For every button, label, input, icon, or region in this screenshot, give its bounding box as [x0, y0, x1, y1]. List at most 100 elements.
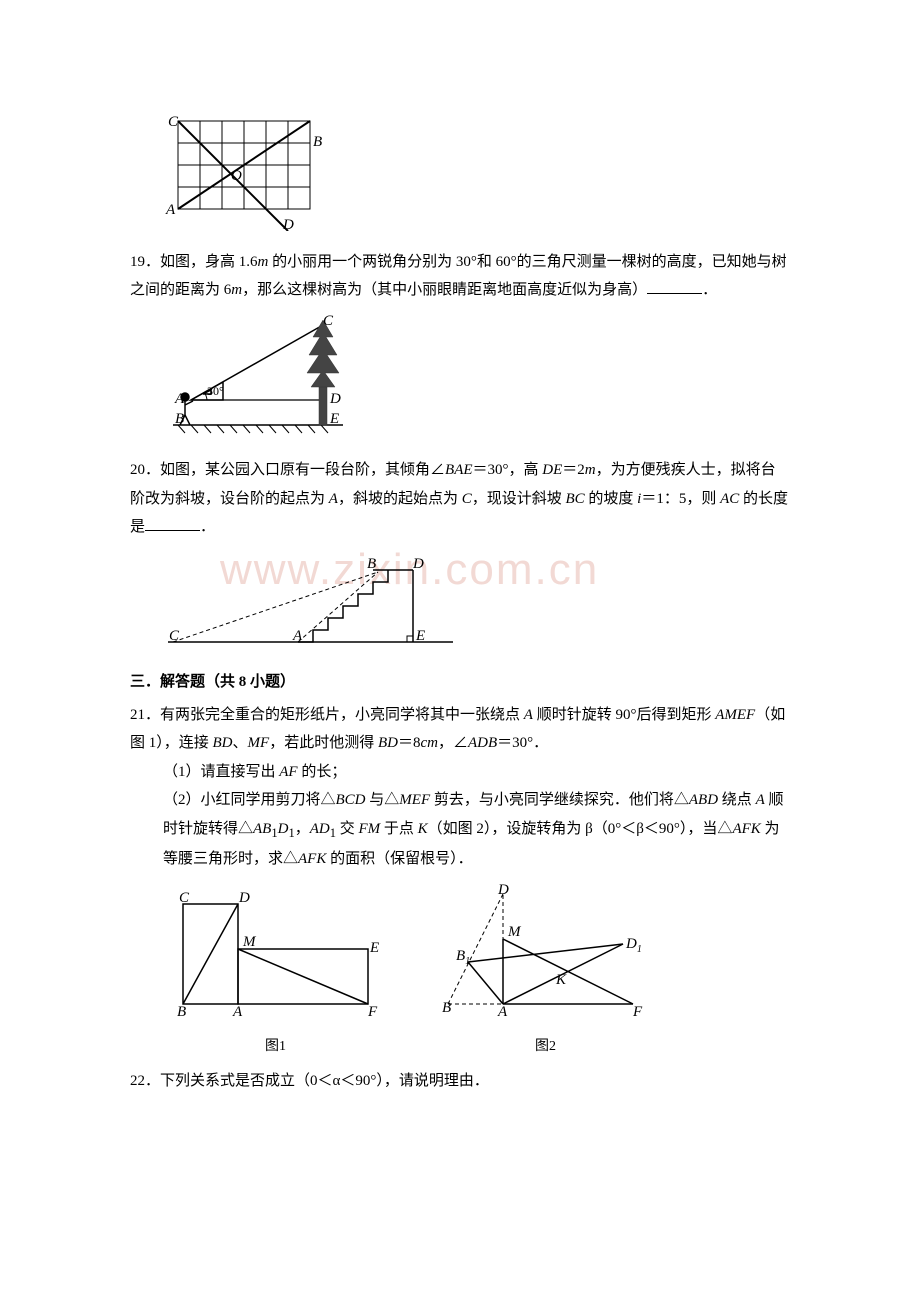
q21-p1b: 的长； [298, 764, 347, 780]
q21-MF: MF [248, 735, 270, 751]
q19-m1: m [258, 254, 269, 270]
q19-blank [647, 278, 702, 294]
q21-D1: D [278, 821, 289, 837]
q22-number: 22． [130, 1073, 160, 1089]
q21-AMEF: AMEF [715, 707, 755, 723]
q21-A2: A [756, 792, 765, 808]
q19-number: 19． [130, 254, 160, 270]
f1-F: F [367, 1004, 378, 1020]
q20-figure: C A B D E [163, 552, 790, 663]
q20-BAE: BAE [445, 462, 473, 478]
q19-m2: m [231, 282, 242, 298]
q20f-B: B [367, 556, 376, 572]
f2-A: A [497, 1004, 508, 1020]
q20-ta: 如图，某公园入口原有一段台阶，其倾角∠ [160, 462, 445, 478]
q20-m: m [585, 462, 596, 478]
q21-AD1: AD [310, 821, 330, 837]
q21-p2k: 的面积（保留根号）． [326, 851, 472, 867]
q21-p2i: （如图 2），设旋转角为 β（0°＜β＜90°），当△ [428, 821, 733, 837]
q20-tail: ． [200, 519, 215, 535]
q20f-D: D [412, 556, 424, 572]
q20-th: ＝1：5，则 [641, 491, 720, 507]
q19-A: A [174, 391, 185, 407]
q22-text: 下列关系式是否成立（0＜α＜90°），请说明理由． [160, 1073, 489, 1089]
q20f-C: C [169, 628, 180, 644]
f1-D: D [238, 890, 250, 906]
f1-M: M [242, 934, 257, 950]
q20-tb: ＝30°，高 [473, 462, 543, 478]
f2-M: M [507, 924, 522, 940]
fig2-caption: 图2 [428, 1034, 663, 1061]
q21-ADB: ADB [468, 735, 497, 751]
q21-AF: AF [279, 764, 297, 780]
label-C: C [168, 114, 179, 130]
q21-te: ＝8 [398, 735, 421, 751]
q20-A: A [329, 491, 338, 507]
q21-BD2: BD [378, 735, 398, 751]
label-B: B [313, 134, 322, 150]
q19-angle: 30° [207, 384, 224, 398]
q21-FM: FM [358, 821, 380, 837]
f1-C: C [179, 890, 190, 906]
q21-p2c: 剪去，与小亮同学继续探究．他们将△ [430, 792, 689, 808]
q21-p2b: 与△ [366, 792, 400, 808]
fig1-caption: 图1 [163, 1034, 388, 1061]
question-19: 19．如图，身高 1.6m 的小丽用一个两锐角分别为 30°和 60°的三角尺测… [130, 248, 790, 305]
q19-figure: 30° A B C D E [163, 315, 790, 451]
q21-fig2: D M B A F B1 D1 K 图2 [428, 884, 663, 1061]
f2-B1: B1 [456, 948, 470, 967]
q20-tf: ，现设计斜坡 [472, 491, 566, 507]
f2-F: F [632, 1004, 643, 1020]
q19-text-a: 如图，身高 1.6 [160, 254, 258, 270]
q20f-A: A [292, 628, 303, 644]
q20f-E: E [415, 628, 425, 644]
question-22: 22．下列关系式是否成立（0＜α＜90°），请说明理由． [130, 1067, 790, 1096]
f1-E: E [369, 940, 379, 956]
q20-number: 20． [130, 462, 160, 478]
q21-p2g: 交 [336, 821, 359, 837]
q20-DE: DE [542, 462, 562, 478]
q21-sep1: 、 [233, 735, 248, 751]
label-O: O [231, 168, 242, 184]
f2-K: K [555, 972, 567, 988]
q21-tb: 顺时针旋转 90°后得到矩形 [533, 707, 715, 723]
q21-figures: C D B A M E F 图1 [163, 884, 790, 1061]
f1-A: A [232, 1004, 243, 1020]
q21-MEF: MEF [399, 792, 430, 808]
q21-p2h: 于点 [380, 821, 418, 837]
question-21: 21．有两张完全重合的矩形纸片，小亮同学将其中一张绕点 A 顺时针旋转 90°后… [130, 701, 790, 874]
q21-number: 21． [130, 707, 160, 723]
q21-tf: ，∠ [438, 735, 468, 751]
q20-BC: BC [565, 491, 584, 507]
label-A: A [165, 202, 176, 218]
q20-blank [145, 515, 200, 531]
q19-C: C [323, 315, 334, 329]
q19-E: E [329, 411, 339, 427]
q20-tc: ＝2 [562, 462, 585, 478]
q18-figure: C B A D O [163, 106, 790, 242]
q21-p2f: ， [295, 821, 310, 837]
f2-D: D [497, 884, 509, 898]
q21-tg: ＝30°． [497, 735, 548, 751]
f2-B: B [442, 1000, 451, 1016]
f2-D1: D1 [625, 936, 642, 955]
q20-tg: 的坡度 [585, 491, 638, 507]
q21-AFK2: AFK [298, 851, 326, 867]
q21-td: ，若此时他测得 [269, 735, 378, 751]
q21-K: K [418, 821, 428, 837]
q21-fig1: C D B A M E F 图1 [163, 884, 388, 1061]
q19-D: D [329, 391, 341, 407]
q21-ABD: ABD [689, 792, 718, 808]
q19-B: B [175, 411, 184, 427]
q21-AB1: AB [253, 821, 271, 837]
question-20: 20．如图，某公园入口原有一段台阶，其倾角∠BAE＝30°，高 DE＝2m，为方… [130, 456, 790, 542]
q21-AFK: AFK [732, 821, 760, 837]
q21-p1a: （1）请直接写出 [163, 764, 279, 780]
q20-AC: AC [720, 491, 739, 507]
f1-B: B [177, 1004, 186, 1020]
q21-BCD: BCD [336, 792, 366, 808]
section-3-title: 三．解答题（共 8 小题） [130, 668, 790, 697]
q21-p2a: （2）小红同学用剪刀将△ [163, 792, 336, 808]
q21-cm: cm [420, 735, 438, 751]
q21-ta: 有两张完全重合的矩形纸片，小亮同学将其中一张绕点 [160, 707, 524, 723]
